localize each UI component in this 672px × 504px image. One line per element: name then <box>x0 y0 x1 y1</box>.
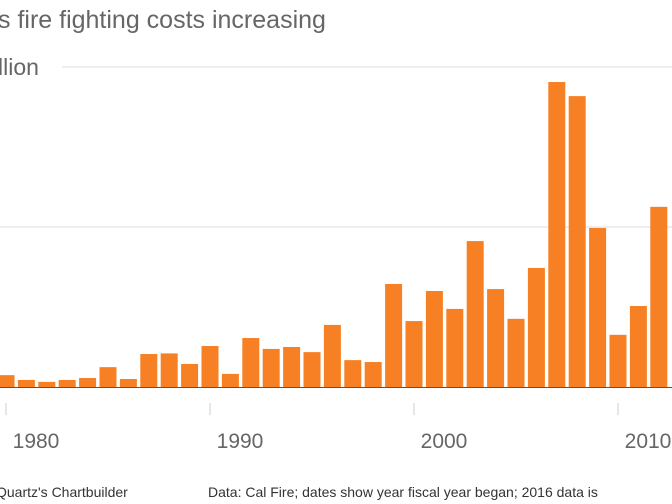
bar-1981 <box>17 379 35 387</box>
bar-1982 <box>38 381 56 387</box>
bar-1995 <box>303 352 321 387</box>
bar-1998 <box>364 362 382 387</box>
bar-1997 <box>344 360 362 387</box>
bar-2011 <box>629 306 647 387</box>
bar-1985 <box>99 367 117 387</box>
x-tick-label-2010: 2010 <box>625 430 672 453</box>
data-source: Data: Cal Fire; dates show year fiscal y… <box>208 484 598 500</box>
bar-2004 <box>487 289 505 387</box>
bar-2008 <box>568 96 586 388</box>
bar-1994 <box>283 347 301 387</box>
bar-1989 <box>181 363 199 387</box>
bar-2010 <box>609 334 627 387</box>
bar-1980 <box>0 375 15 387</box>
x-tick-label-1990: 1990 <box>217 430 264 453</box>
chart-title: s fire fighting costs increasing <box>0 6 326 34</box>
bar-1999 <box>385 283 403 387</box>
bar-1988 <box>160 353 178 387</box>
bar-2001 <box>425 291 443 387</box>
bar-1983 <box>58 379 76 387</box>
bar-1990 <box>201 346 219 387</box>
bar-2007 <box>548 82 566 387</box>
bar-1986 <box>119 379 137 387</box>
bar-1992 <box>242 338 260 387</box>
bar-2003 <box>466 241 484 387</box>
bar-1984 <box>79 378 97 387</box>
bar-2000 <box>405 321 423 387</box>
bar-1993 <box>262 348 280 387</box>
bar-1996 <box>323 324 341 387</box>
y-tick-label-top: llion <box>0 54 39 80</box>
bar-2006 <box>527 267 545 387</box>
bar-2009 <box>589 227 607 387</box>
x-tick-label-2000: 2000 <box>421 430 468 453</box>
chart-credit: Quartz's Chartbuilder <box>0 484 128 500</box>
x-tick-label-1980: 1980 <box>13 430 60 453</box>
bar-1991 <box>221 373 239 387</box>
bar-2005 <box>507 318 525 387</box>
bar-1987 <box>140 354 158 387</box>
bar-2002 <box>446 308 464 387</box>
bar-2012 <box>650 206 668 387</box>
